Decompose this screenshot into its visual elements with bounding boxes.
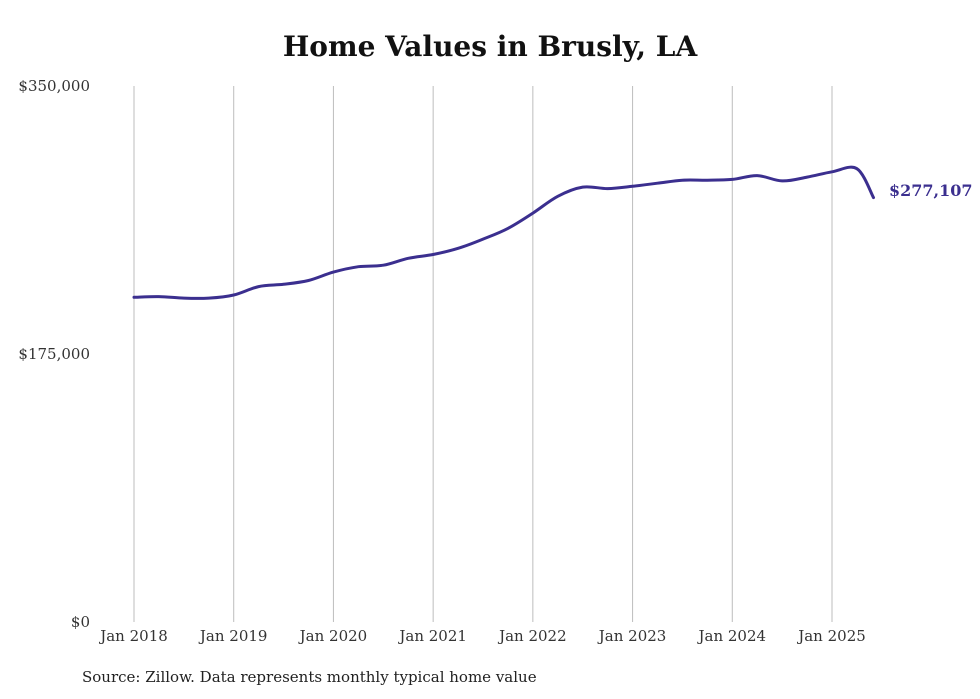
y-tick-label: $0 [71, 613, 90, 631]
series-line [132, 165, 875, 300]
x-tick-label: Jan 2024 [697, 627, 767, 645]
y-tick-label: $175,000 [18, 345, 90, 363]
x-tick-label: Jan 2023 [597, 627, 667, 645]
x-tick-label: Jan 2021 [397, 627, 467, 645]
x-tick-label: Jan 2019 [198, 627, 268, 645]
x-tick-label: Jan 2022 [497, 627, 567, 645]
end-value-label: $277,107 [889, 181, 973, 200]
y-tick-label: $350,000 [18, 77, 90, 95]
x-tick-label: Jan 2018 [98, 627, 168, 645]
x-tick-label: Jan 2025 [796, 627, 866, 645]
chart-title: Home Values in Brusly, LA [282, 30, 698, 63]
source-note: Source: Zillow. Data represents monthly … [82, 668, 537, 686]
x-tick-label: Jan 2020 [298, 627, 368, 645]
